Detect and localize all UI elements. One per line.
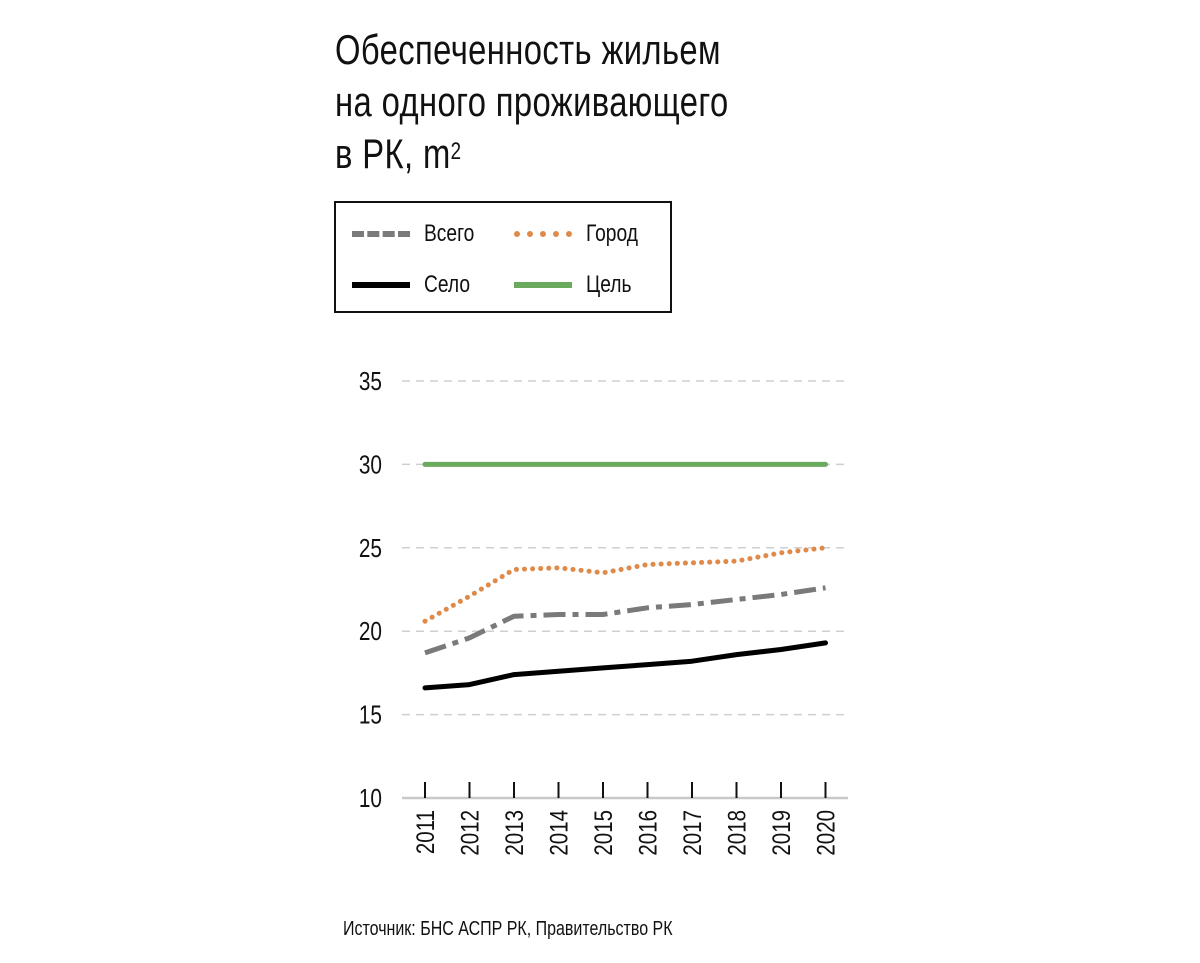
legend-item-city: Город <box>514 219 651 249</box>
legend-label-village: Село <box>424 271 471 298</box>
legend-swatch-village <box>352 282 410 288</box>
title-line-3: в РК, m2 <box>335 128 772 180</box>
legend-swatch-city <box>514 231 572 237</box>
title-line-1: Обеспеченность жильем <box>335 26 721 73</box>
chart-legend: Всего Город Село Цель <box>334 201 672 313</box>
x-tick-label-2011: 2011 <box>411 810 439 854</box>
legend-label-total: Всего <box>424 220 475 247</box>
y-tick-label-10: 10 <box>359 784 382 813</box>
y-tick-label-20: 20 <box>359 617 382 646</box>
x-tick-label-2018: 2018 <box>723 810 751 856</box>
legend-item-village: Село <box>352 270 482 300</box>
title-line-2: на одного проживающего <box>335 78 729 125</box>
x-tick-label-2017: 2017 <box>678 810 706 856</box>
x-tick-label-2013: 2013 <box>500 810 528 856</box>
x-tick-label-2012: 2012 <box>456 810 484 856</box>
legend-label-target: Цель <box>586 271 632 298</box>
x-tick-label-2019: 2019 <box>767 810 795 856</box>
x-tick-label-2016: 2016 <box>634 810 662 856</box>
series-line-2 <box>422 640 828 691</box>
title-line-3-text: в РК, m <box>335 130 451 177</box>
x-tick-label-2020: 2020 <box>812 810 840 856</box>
x-tick-label-2015: 2015 <box>589 810 617 856</box>
legend-swatch-total <box>352 231 410 237</box>
y-tick-label-25: 25 <box>359 534 382 563</box>
series-line-1 <box>422 545 828 624</box>
source-note: Источник: БНС АСПР РК, Правительство РК <box>343 918 673 940</box>
chart-title: Обеспеченность жильем на одного проживаю… <box>335 24 772 180</box>
series-line-0 <box>424 585 826 656</box>
y-tick-label-15: 15 <box>359 700 382 729</box>
x-tick-label-2014: 2014 <box>545 810 573 856</box>
y-tick-label-35: 35 <box>359 367 382 396</box>
legend-swatch-target <box>514 282 572 288</box>
legend-label-city: Город <box>586 220 638 247</box>
legend-item-target: Цель <box>514 270 643 300</box>
legend-item-total: Всего <box>352 219 487 249</box>
y-tick-label-30: 30 <box>359 450 382 479</box>
title-superscript: 2 <box>450 138 462 165</box>
